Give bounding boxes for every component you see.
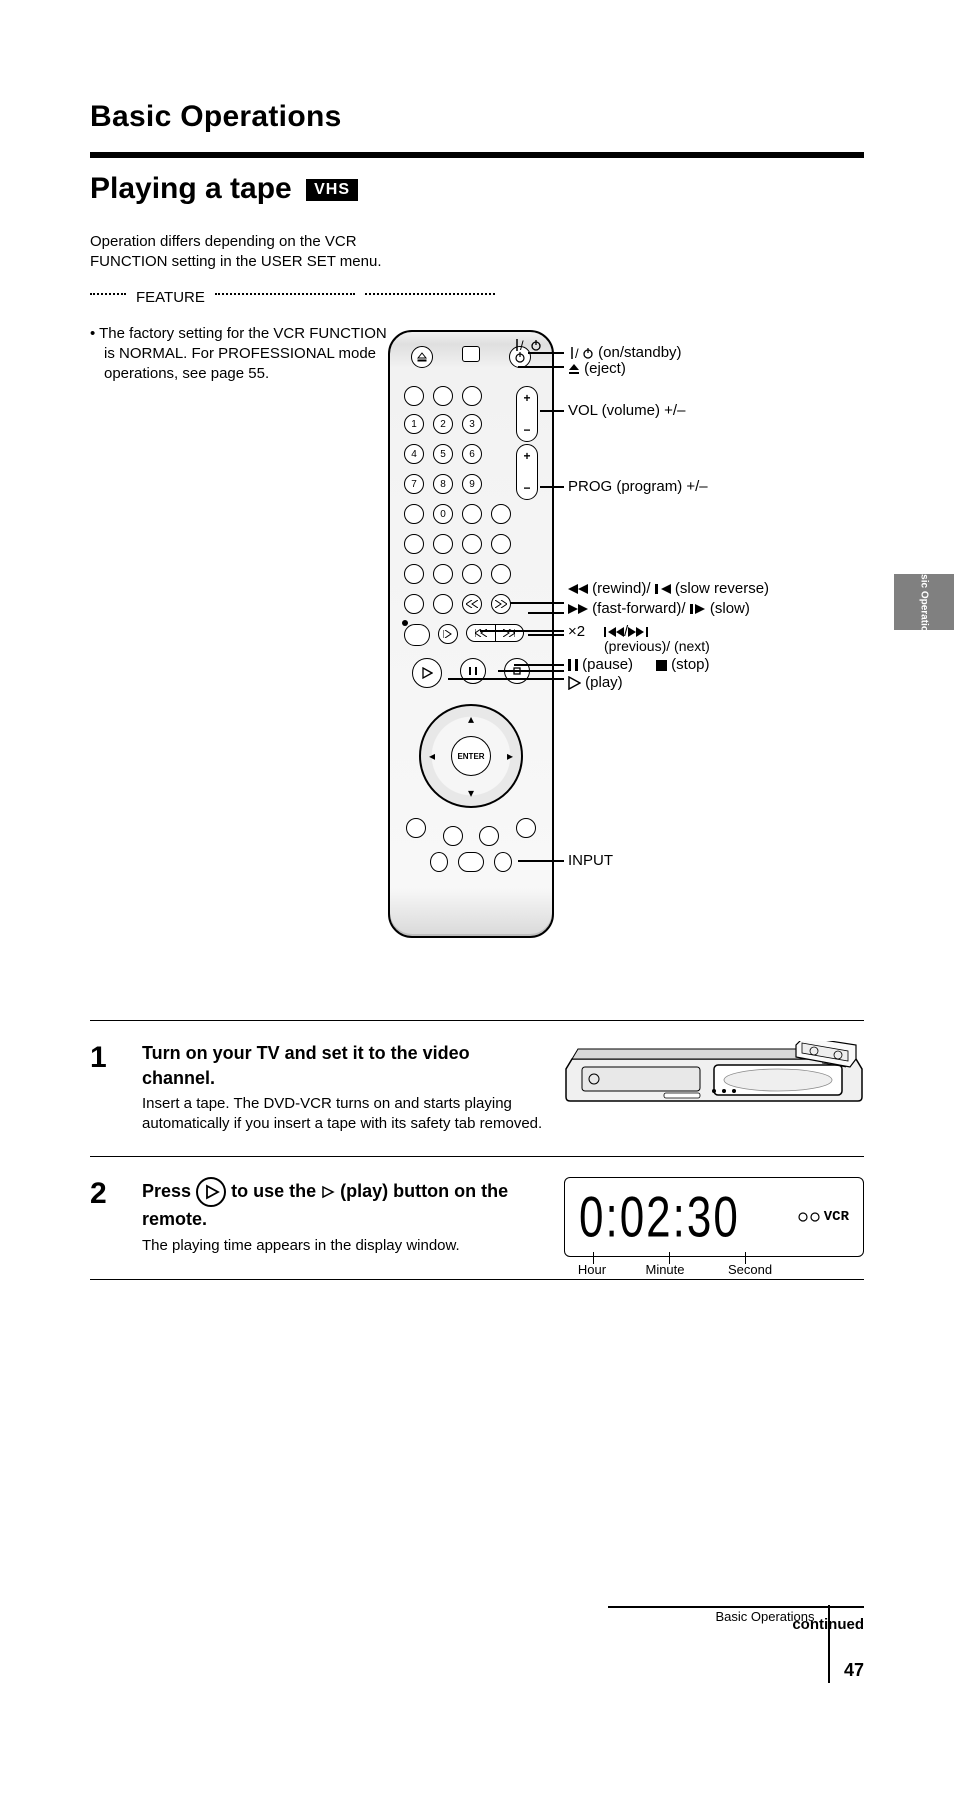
prevnext-sublabel: (previous)/ (next): [604, 638, 710, 654]
misc-button: [404, 564, 424, 584]
step-2: 2 Press to use the (play) button on the …: [90, 1157, 864, 1280]
section-title-text: Playing a tape: [90, 172, 292, 205]
misc-button: [404, 504, 424, 524]
svg-text:/: /: [520, 338, 524, 352]
steps-list: 1 Turn on your TV and set it to the vide…: [90, 1020, 864, 1280]
misc-button: [462, 504, 482, 524]
lbl-stop: (stop): [671, 656, 709, 673]
step-2-text: Press to use the (play) button on the re…: [142, 1177, 544, 1231]
enter-button: ENTER: [451, 736, 491, 776]
display-panel-illustration: 0:02:30 VCR Hour Minute Second: [564, 1177, 864, 1257]
misc-button: [433, 534, 453, 554]
num-3: 3: [462, 414, 482, 434]
section-side-tab: Basic Operations: [894, 574, 954, 630]
lbl-rew: (rewind)/: [592, 580, 650, 597]
chapter-title: Basic Operations: [90, 100, 864, 134]
lbl-play: (play): [585, 674, 623, 691]
play-button: [412, 658, 442, 688]
misc-button: [458, 852, 485, 872]
step-1-sub: Insert a tape. The DVD-VCR turns on and …: [142, 1094, 546, 1135]
vhs-badge: VHS: [306, 179, 358, 201]
page-footer: Basic Operations 47: [715, 1631, 864, 1709]
page-number: 47: [844, 1660, 864, 1681]
misc-button: [491, 564, 511, 584]
blank-button: [404, 386, 424, 406]
blank-button: [462, 386, 482, 406]
power-symbol-label: / (on/standby): [568, 344, 682, 361]
bullet-note: • The factory setting for the VCR FUNCTI…: [90, 324, 400, 385]
misc-button: [404, 594, 424, 614]
misc-button: [462, 534, 482, 554]
misc-button: [433, 594, 453, 614]
eject-button: [411, 346, 433, 368]
lbl-vol: VOL (volume) +/–: [568, 402, 685, 419]
ff-label: (fast-forward)/ (slow): [568, 600, 750, 617]
slow-button: [438, 624, 458, 644]
display-button: [462, 346, 480, 362]
lbl-minute: Minute: [620, 1261, 710, 1279]
num-5: 5: [433, 444, 453, 464]
num-1: 1: [404, 414, 424, 434]
input-button: [494, 852, 512, 872]
misc-button: [516, 818, 536, 838]
misc-button: [491, 534, 511, 554]
lbl-input: INPUT: [568, 852, 613, 869]
misc-button: [491, 504, 511, 524]
lbl-rew2: (slow reverse): [675, 580, 769, 597]
lbl-next: (next): [674, 638, 710, 654]
misc-button: [433, 564, 453, 584]
vcr-device-illustration: [564, 1041, 864, 1134]
lbl-ff: (fast-forward)/: [592, 600, 685, 617]
eject-label: (eject): [568, 360, 626, 377]
lbl-eject: (eject): [584, 360, 626, 377]
step-number: 1: [90, 1041, 124, 1134]
lbl-ff2: (slow): [710, 600, 750, 617]
svg-text:/: /: [575, 346, 579, 360]
lbl-power: (on/standby): [598, 344, 681, 361]
rew-label: (rewind)/ (slow reverse): [568, 580, 769, 597]
intro-text: Operation differs depending on the VCR F…: [90, 232, 400, 273]
lbl-hour: Hour: [564, 1261, 620, 1279]
misc-button: [406, 818, 426, 838]
feature-label: FEATURE: [136, 289, 205, 306]
misc-button: [443, 826, 463, 846]
blank-button: [433, 386, 453, 406]
pause-label: (pause): [568, 656, 633, 673]
misc-button: [404, 534, 424, 554]
misc-button: [430, 852, 448, 872]
side-tab-label: Basic Operations: [919, 561, 930, 643]
lbl-second: Second: [710, 1261, 790, 1279]
misc-button: [404, 624, 430, 646]
stop-label: (stop): [656, 656, 710, 673]
num-9: 9: [462, 474, 482, 494]
feature-line: FEATURE: [90, 289, 864, 306]
display-time: 0:02:30: [579, 1179, 740, 1256]
num-0: 0: [433, 504, 453, 524]
vcr-indicator: VCR: [824, 1208, 849, 1227]
lbl-x2: ×2: [568, 623, 585, 640]
num-4: 4: [404, 444, 424, 464]
divider-thick: [90, 152, 864, 158]
lbl-prev: (previous)/: [604, 638, 670, 654]
num-6: 6: [462, 444, 482, 464]
step-1: 1 Turn on your TV and set it to the vide…: [90, 1021, 864, 1157]
misc-button: [462, 564, 482, 584]
step-1-text: Turn on your TV and set it to the video …: [142, 1041, 546, 1090]
prev-next-capsule: [466, 624, 524, 642]
num-8: 8: [433, 474, 453, 494]
ff-button: [491, 594, 511, 614]
lbl-pause: (pause): [582, 656, 633, 673]
pause-button: [460, 658, 486, 684]
play-label: (play): [568, 674, 623, 691]
rew-button: [462, 594, 482, 614]
footer-section-label: Basic Operations: [715, 1609, 814, 1624]
step-number: 2: [90, 1177, 124, 1257]
remote-diagram: +− 1 2 3 4 5 6 +− 7 8 9 0: [388, 330, 554, 938]
lbl-prog: PROG (program) +/–: [568, 478, 708, 495]
num-2: 2: [433, 414, 453, 434]
nav-ring: ENTER ▴ ▾ ◂ ▸: [419, 704, 523, 808]
section-title: Playing a tape VHS: [90, 172, 864, 206]
step-2-sub: The playing time appears in the display …: [142, 1236, 544, 1256]
num-7: 7: [404, 474, 424, 494]
